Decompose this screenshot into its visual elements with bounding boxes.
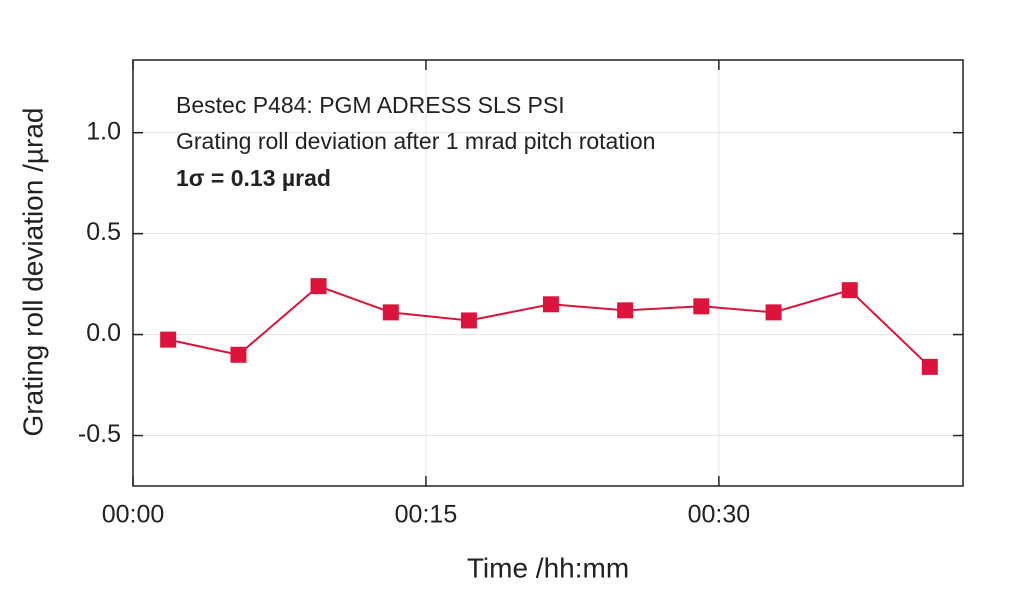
marker [160, 331, 177, 348]
annotation: 1σ = 0.13 µrad [176, 165, 331, 191]
marker [542, 296, 559, 313]
marker [617, 302, 634, 319]
marker [921, 358, 938, 375]
marker [693, 298, 710, 315]
x-tick-label: 00:30 [688, 501, 751, 529]
marker [310, 278, 327, 295]
marker [765, 304, 782, 321]
y-tick-label: 0.5 [86, 218, 121, 246]
y-axis-title: Grating roll deviation /µrad [17, 108, 48, 437]
x-tick-label: 00:15 [395, 501, 458, 529]
y-tick-label: 0.0 [86, 319, 121, 347]
annotation: Grating roll deviation after 1 mrad pitc… [176, 128, 655, 154]
x-axis-title: Time /hh:mm [467, 552, 629, 583]
marker [230, 346, 247, 363]
annotation: Bestec P484: PGM ADRESS SLS PSI [176, 92, 565, 118]
plot-frame [132, 59, 964, 487]
y-tick-label: -0.5 [78, 420, 121, 448]
y-tick-label: 1.0 [86, 117, 121, 145]
x-tick-label: 00:00 [102, 501, 165, 529]
marker [460, 312, 477, 329]
marker [841, 282, 858, 299]
marker [382, 304, 399, 321]
